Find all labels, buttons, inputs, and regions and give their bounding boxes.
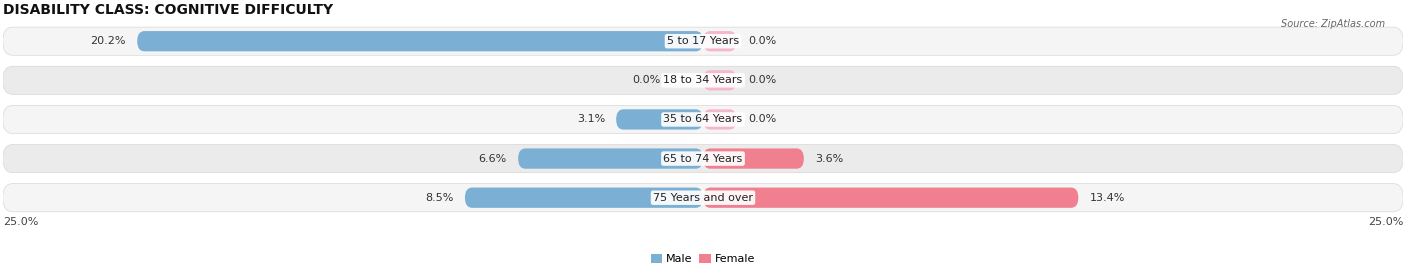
FancyBboxPatch shape <box>703 188 1078 208</box>
FancyBboxPatch shape <box>519 148 703 169</box>
FancyBboxPatch shape <box>616 109 703 130</box>
Text: 0.0%: 0.0% <box>748 75 776 85</box>
FancyBboxPatch shape <box>3 184 1403 212</box>
Text: 8.5%: 8.5% <box>426 193 454 203</box>
Text: 3.6%: 3.6% <box>815 154 844 164</box>
FancyBboxPatch shape <box>3 144 1403 173</box>
FancyBboxPatch shape <box>3 66 1403 94</box>
FancyBboxPatch shape <box>703 148 804 169</box>
FancyBboxPatch shape <box>465 188 703 208</box>
Text: 0.0%: 0.0% <box>748 114 776 124</box>
Text: 65 to 74 Years: 65 to 74 Years <box>664 154 742 164</box>
Text: 13.4%: 13.4% <box>1090 193 1125 203</box>
Text: 20.2%: 20.2% <box>90 36 127 46</box>
FancyBboxPatch shape <box>3 27 1403 55</box>
Text: 0.0%: 0.0% <box>633 75 661 85</box>
Text: 25.0%: 25.0% <box>1368 217 1403 227</box>
Legend: Male, Female: Male, Female <box>647 250 759 269</box>
Text: Source: ZipAtlas.com: Source: ZipAtlas.com <box>1281 19 1385 29</box>
Text: 6.6%: 6.6% <box>478 154 508 164</box>
Text: 35 to 64 Years: 35 to 64 Years <box>664 114 742 124</box>
FancyBboxPatch shape <box>703 70 737 90</box>
Text: 3.1%: 3.1% <box>576 114 605 124</box>
Text: DISABILITY CLASS: COGNITIVE DIFFICULTY: DISABILITY CLASS: COGNITIVE DIFFICULTY <box>3 3 333 17</box>
FancyBboxPatch shape <box>3 105 1403 134</box>
Text: 75 Years and over: 75 Years and over <box>652 193 754 203</box>
Text: 5 to 17 Years: 5 to 17 Years <box>666 36 740 46</box>
Text: 25.0%: 25.0% <box>3 217 38 227</box>
Text: 18 to 34 Years: 18 to 34 Years <box>664 75 742 85</box>
Text: 0.0%: 0.0% <box>748 36 776 46</box>
FancyBboxPatch shape <box>703 109 737 130</box>
FancyBboxPatch shape <box>138 31 703 51</box>
FancyBboxPatch shape <box>703 31 737 51</box>
